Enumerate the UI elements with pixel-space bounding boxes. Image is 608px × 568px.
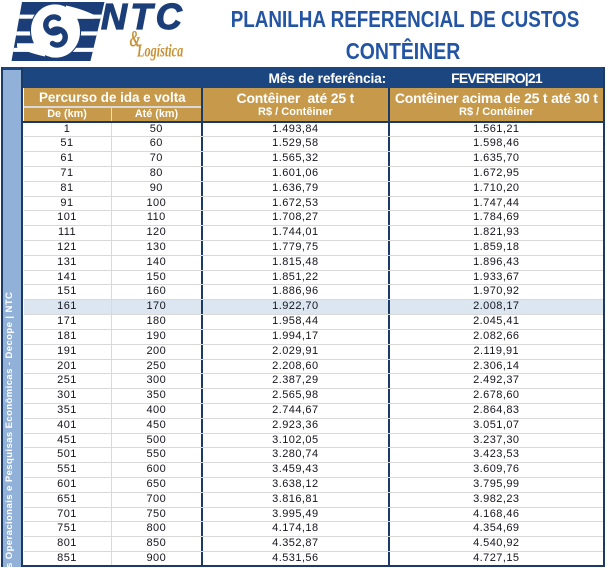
svg-text:NTC: NTC — [101, 0, 185, 37]
svg-text:&: & — [130, 27, 141, 52]
svg-text:Logística: Logística — [136, 41, 183, 61]
